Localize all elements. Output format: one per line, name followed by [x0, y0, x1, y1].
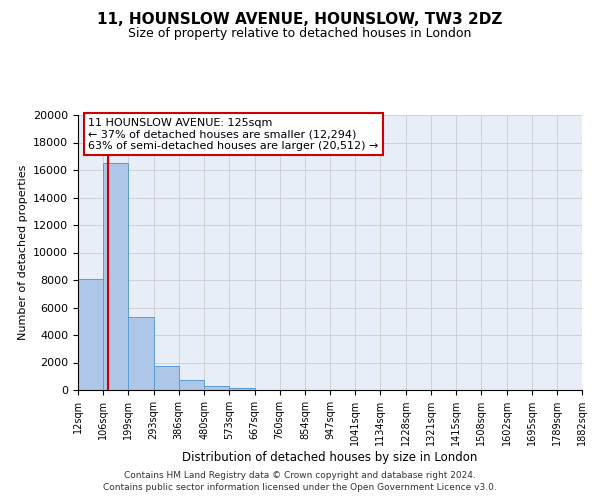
Text: 11 HOUNSLOW AVENUE: 125sqm
← 37% of detached houses are smaller (12,294)
63% of : 11 HOUNSLOW AVENUE: 125sqm ← 37% of deta…	[88, 118, 379, 151]
Text: Contains public sector information licensed under the Open Government Licence v3: Contains public sector information licen…	[103, 484, 497, 492]
Bar	[179, 380, 204, 390]
Text: Contains HM Land Registry data © Crown copyright and database right 2024.: Contains HM Land Registry data © Crown c…	[124, 471, 476, 480]
Text: Size of property relative to detached houses in London: Size of property relative to detached ho…	[128, 28, 472, 40]
X-axis label: Distribution of detached houses by size in London: Distribution of detached houses by size …	[182, 451, 478, 464]
Bar	[128, 317, 154, 390]
Bar	[229, 388, 254, 390]
Bar	[103, 163, 128, 390]
Bar	[204, 386, 229, 390]
Bar	[78, 278, 103, 390]
Y-axis label: Number of detached properties: Number of detached properties	[17, 165, 28, 340]
Text: 11, HOUNSLOW AVENUE, HOUNSLOW, TW3 2DZ: 11, HOUNSLOW AVENUE, HOUNSLOW, TW3 2DZ	[97, 12, 503, 28]
Bar	[154, 366, 179, 390]
